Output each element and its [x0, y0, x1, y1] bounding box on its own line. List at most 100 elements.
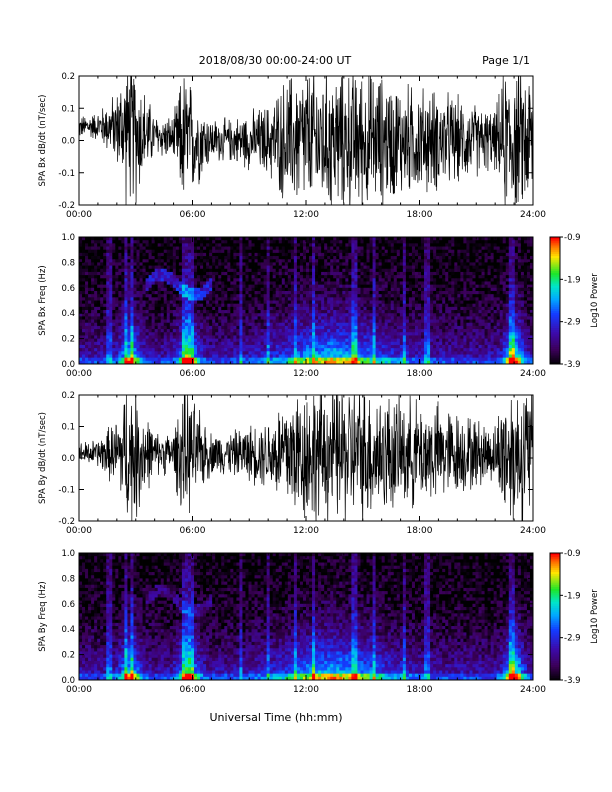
heatmap-cell [190, 325, 195, 330]
heatmap-cell [448, 278, 452, 282]
heatmap-cell [369, 316, 373, 320]
heatmap-cell [396, 357, 401, 362]
heatmap-cell [414, 262, 419, 266]
heatmap-cell [363, 290, 367, 295]
heatmap-cell [163, 284, 168, 289]
heatmap-cell [336, 310, 340, 314]
heatmap-cell [442, 265, 446, 270]
heatmap-cell [148, 354, 153, 359]
heatmap-cell [233, 246, 237, 251]
heatmap-cell [430, 252, 434, 257]
heatmap-cell [411, 348, 416, 352]
heatmap-cell [321, 265, 325, 270]
heatmap-cell [339, 319, 343, 324]
heatmap-cell [206, 246, 210, 251]
heatmap-cell [151, 268, 156, 273]
heatmap-cell [163, 275, 168, 279]
heatmap-cell [100, 275, 104, 279]
heatmap-cell [242, 348, 246, 352]
heatmap-cell [248, 259, 252, 263]
heatmap-cell [324, 294, 328, 298]
heatmap-cell [357, 316, 361, 320]
heatmap-cell [442, 335, 446, 339]
heatmap-cell [203, 332, 207, 336]
heatmap-cell [157, 249, 162, 254]
heatmap-cell [166, 281, 171, 286]
heatmap-cell [245, 256, 249, 260]
heatmap-cell [200, 341, 204, 346]
heatmap-cell [278, 316, 283, 320]
heatmap-cell [299, 271, 304, 276]
heatmap-cell [430, 268, 434, 273]
heatmap-cell [348, 316, 352, 320]
heatmap-cell [91, 294, 95, 298]
heatmap-cell [354, 243, 358, 247]
heatmap-cell [160, 310, 165, 314]
heatmap-cell [184, 262, 189, 266]
heatmap-cell [163, 259, 168, 263]
heatmap-cell [242, 275, 246, 279]
heatmap-cell [417, 262, 422, 266]
heatmap-cell [366, 306, 370, 311]
heatmap-cell [405, 354, 410, 359]
heatmap-cell [85, 351, 89, 355]
heatmap-cell [417, 243, 422, 247]
heatmap-cell [430, 287, 434, 292]
heatmap-cell [290, 265, 295, 270]
heatmap-cell [139, 329, 143, 333]
heatmap-cell [124, 338, 128, 343]
heatmap-cell [97, 332, 101, 336]
heatmap-cell [227, 246, 231, 251]
heatmap-cell [278, 249, 283, 254]
heatmap-cell [278, 322, 283, 327]
heatmap-cell [215, 265, 219, 270]
heatmap-cell [257, 300, 261, 305]
heatmap-cell [206, 262, 210, 266]
heatmap-cell [312, 262, 316, 266]
heatmap-cell [79, 303, 83, 308]
heatmap-cell [245, 319, 249, 324]
heatmap-cell [88, 338, 92, 343]
heatmap-cell [318, 265, 322, 270]
heatmap-cell [224, 281, 228, 286]
heatmap-cell [94, 341, 98, 346]
heatmap-cell [197, 262, 201, 266]
heatmap-cell [272, 249, 277, 254]
heatmap-cell [79, 240, 83, 244]
heatmap-cell [190, 313, 195, 317]
heatmap-cell [287, 306, 292, 311]
heatmap-cell [215, 329, 219, 333]
heatmap-cell [321, 246, 325, 251]
heatmap-cell [442, 262, 446, 266]
heatmap-cell [339, 338, 343, 343]
heatmap-cell [321, 306, 325, 311]
heatmap-cell [154, 265, 159, 270]
heatmap-cell [393, 306, 398, 311]
heatmap-cell [387, 348, 392, 352]
heatmap-cell [436, 262, 440, 266]
heatmap-cell [91, 335, 95, 339]
heatmap-cell [194, 303, 198, 308]
heatmap-cell [372, 290, 377, 295]
heatmap-cell [260, 252, 265, 257]
heatmap-cell [82, 332, 86, 336]
heatmap-cell [281, 287, 286, 292]
heatmap-cell [408, 319, 413, 324]
heatmap-cell [424, 300, 428, 305]
heatmap-cell [399, 297, 404, 301]
heatmap-cell [348, 278, 352, 282]
heatmap-cell [424, 310, 428, 314]
heatmap-cell [281, 297, 286, 301]
heatmap-cell [136, 313, 140, 317]
heatmap-cell [94, 329, 98, 333]
heatmap-cell [339, 268, 343, 273]
heatmap-cell [309, 341, 313, 346]
heatmap-cell [414, 243, 419, 247]
heatmap-cell [342, 256, 346, 260]
heatmap-cell [187, 271, 192, 276]
heatmap-cell [263, 300, 268, 305]
heatmap-cell [399, 313, 404, 317]
heatmap-cell [309, 265, 313, 270]
heatmap-cell [245, 303, 249, 308]
heatmap-cell [145, 290, 150, 295]
